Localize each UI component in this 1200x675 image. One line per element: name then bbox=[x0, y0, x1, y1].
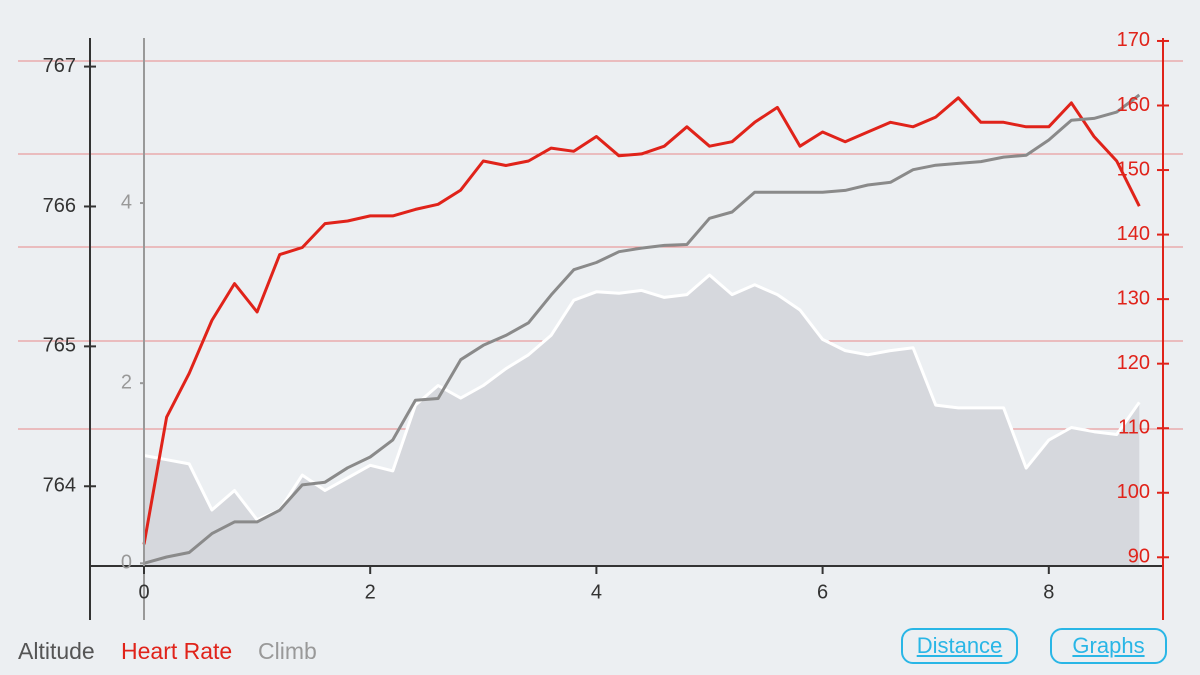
x-tick-label: 0 bbox=[138, 581, 149, 603]
y2-tick-label: 100 bbox=[1117, 481, 1150, 503]
graphs-button[interactable]: Graphs bbox=[1050, 628, 1167, 664]
climb-tick-label: 2 bbox=[121, 371, 132, 393]
distance-button[interactable]: Distance bbox=[901, 628, 1018, 664]
altitude-area bbox=[144, 275, 1140, 566]
y-tick-label: 767 bbox=[43, 55, 76, 77]
y2-tick-label: 150 bbox=[1117, 158, 1150, 180]
y-tick-label: 766 bbox=[43, 195, 76, 217]
y2-tick-label: 110 bbox=[1118, 416, 1150, 438]
series-line bbox=[142, 96, 1141, 545]
y-tick-label: 765 bbox=[43, 335, 76, 357]
y2-tick-label: 130 bbox=[1117, 287, 1150, 309]
legend-entry: Climb bbox=[258, 638, 317, 664]
legend-entry: Heart Rate bbox=[121, 638, 233, 664]
climb-tick-label: 4 bbox=[121, 191, 132, 213]
y2-tick-label: 90 bbox=[1128, 546, 1150, 568]
y2-tick-label: 140 bbox=[1117, 223, 1150, 245]
climb-tick-label: 0 bbox=[121, 552, 132, 574]
y2-tick-label: 160 bbox=[1117, 94, 1150, 116]
y-tick-label: 764 bbox=[43, 475, 76, 497]
x-tick-label: 8 bbox=[1043, 581, 1054, 603]
x-tick-label: 4 bbox=[591, 581, 602, 603]
series-line bbox=[143, 93, 1141, 565]
series-line bbox=[143, 273, 1141, 522]
x-tick-label: 6 bbox=[817, 581, 828, 603]
y2-tick-label: 170 bbox=[1117, 29, 1150, 51]
y2-tick-label: 120 bbox=[1117, 352, 1150, 374]
legend-entry: Altitude bbox=[18, 638, 95, 664]
x-tick-label: 2 bbox=[365, 581, 376, 603]
